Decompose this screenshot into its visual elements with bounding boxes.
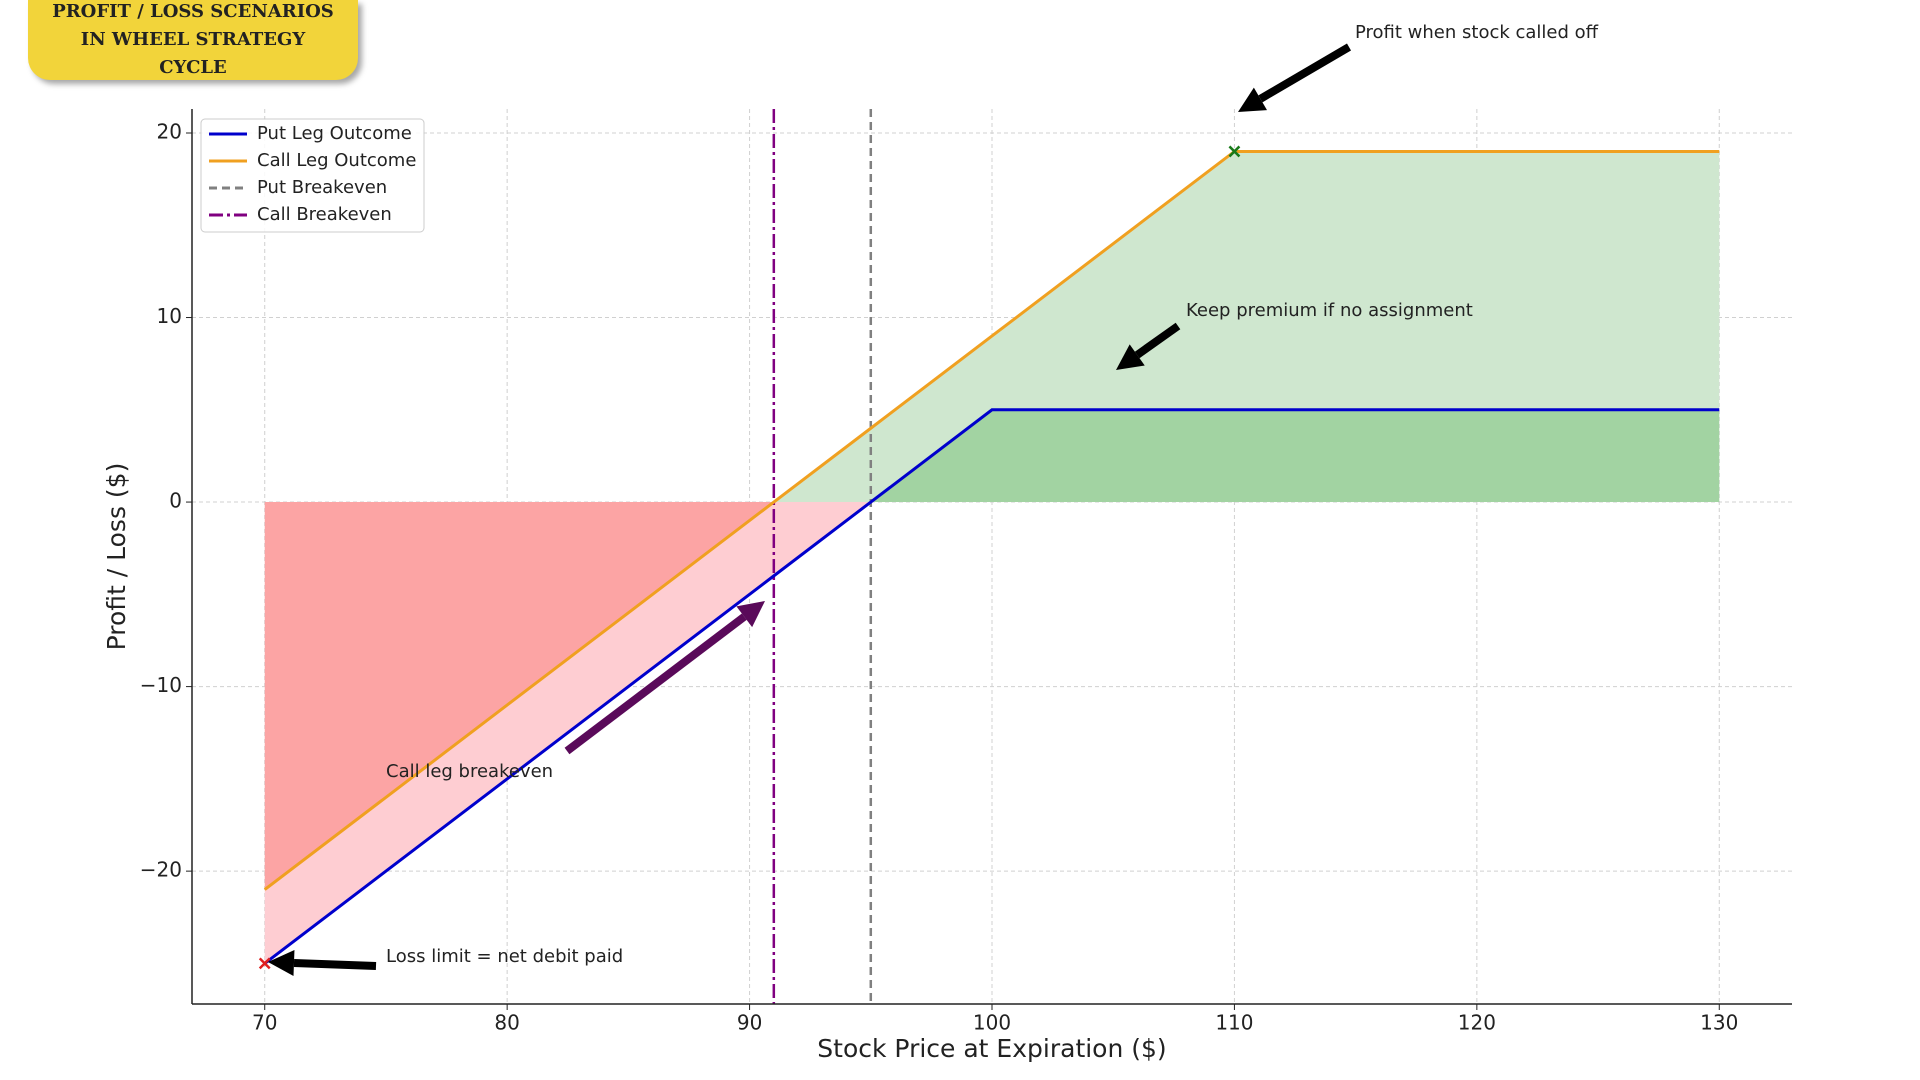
annotation-arrow (1258, 43, 1352, 103)
shaded-region (264, 409, 1720, 503)
series-line (263, 408, 1720, 965)
annotation-arrowhead (1116, 344, 1145, 370)
annotation-arrowhead (736, 601, 765, 628)
annotation-arrow (564, 613, 747, 755)
x-tick-label: 120 (1458, 1011, 1496, 1035)
x-axis-label: Stock Price at Expiration ($) (817, 1034, 1166, 1063)
annotation-arrow (1134, 322, 1181, 359)
legend-label: Call Breakeven (257, 204, 392, 225)
legend-label: Put Breakeven (257, 177, 387, 198)
x-tick-label: 90 (737, 1011, 762, 1035)
annotation: Call leg breakeven (386, 761, 553, 782)
shaded-region (264, 502, 1720, 890)
legend: Put Leg Outcome Call Leg Outcome Put Break… (200, 118, 425, 233)
y-tick-label: 20 (157, 119, 182, 143)
x-tick-label: 110 (1215, 1011, 1253, 1035)
title-badge: PROFIT / LOSS SCENARIOS IN WHEEL STRATEG… (28, 0, 358, 80)
series-line (263, 149, 1720, 891)
legend-label: Put Leg Outcome (257, 123, 412, 144)
y-tick-label: 0 (169, 489, 182, 513)
y-tick-label: −10 (140, 673, 182, 697)
annotation-arrowhead (1238, 87, 1268, 112)
shaded-region (264, 151, 1720, 503)
annotation-arrow (293, 958, 377, 970)
annotation: Keep premium if no assignment (1186, 300, 1473, 321)
annotation-arrowhead (268, 949, 295, 976)
point-marker (258, 957, 271, 970)
x-tick-label: 100 (973, 1011, 1011, 1035)
y-tick-label: −20 (140, 858, 182, 882)
legend-box (200, 118, 425, 233)
annotation: Profit when stock called off (1355, 22, 1599, 43)
x-tick-label: 70 (252, 1011, 277, 1035)
shaded-region (264, 502, 1720, 964)
y-axis-label: Profit / Loss ($) (102, 463, 131, 651)
annotation: Loss limit = net debit paid (386, 946, 623, 967)
point-marker (1228, 145, 1241, 158)
legend-label: Call Leg Outcome (257, 150, 416, 171)
x-tick-label: 130 (1700, 1011, 1738, 1035)
y-tick-label: 10 (157, 304, 182, 328)
x-tick-label: 80 (494, 1011, 519, 1035)
